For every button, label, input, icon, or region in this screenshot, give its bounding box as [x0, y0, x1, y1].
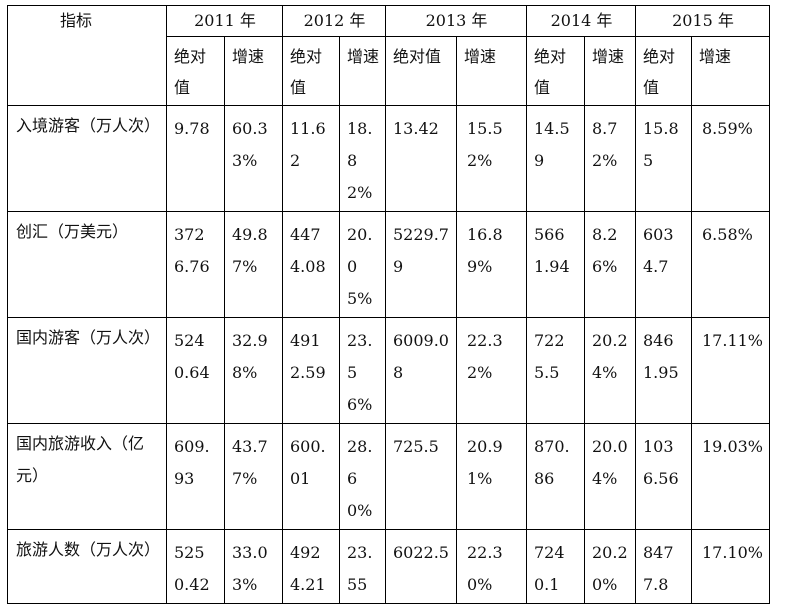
growth-rate-cell: 20.20% [584, 529, 636, 604]
table-row: 入境游客（万人次） 9.78 60.33% 11.62 18.82% 13.42… [7, 105, 770, 212]
absolute-value-cell: 8461.95 [635, 317, 692, 424]
absolute-value-cell: 15.85 [635, 105, 692, 212]
absolute-value-cell: 6034.7 [635, 211, 692, 318]
absolute-value-cell: 11.62 [282, 105, 340, 212]
growth-rate-cell: 8.26% [584, 211, 636, 318]
absolute-value-cell: 4924.21 [282, 529, 340, 604]
absolute-value-cell: 4474.08 [282, 211, 340, 318]
absolute-value-cell: 870.86 [526, 423, 585, 530]
row-label: 旅游人数（万人次） [7, 529, 167, 604]
year-header: 2015 年 [635, 5, 770, 37]
absolute-value-cell: 609.93 [166, 423, 225, 530]
absolute-value-cell: 7240.1 [526, 529, 585, 604]
absolute-value-header: 绝对值 [635, 36, 692, 106]
growth-rate-cell: 32.98% [224, 317, 283, 424]
growth-rate-header: 增速 [584, 36, 636, 106]
absolute-value-header: 绝对值 [526, 36, 585, 106]
indicator-header: 指标 [7, 5, 167, 106]
growth-rate-cell: 22.32% [456, 317, 527, 424]
absolute-value-cell: 9.78 [166, 105, 225, 212]
year-header: 2013 年 [385, 5, 527, 37]
growth-rate-cell: 20.91% [456, 423, 527, 530]
table-row: 国内游客（万人次） 5240.64 32.98% 4912.59 23.56% … [7, 317, 770, 424]
growth-rate-cell: 18.82% [339, 105, 386, 212]
absolute-value-header: 绝对值 [385, 36, 457, 106]
absolute-value-cell: 13.42 [385, 105, 457, 212]
growth-rate-cell: 20.04% [584, 423, 636, 530]
growth-rate-cell: 6.58% [691, 211, 770, 318]
growth-rate-header: 增速 [456, 36, 527, 106]
year-header: 2012 年 [282, 5, 386, 37]
row-label: 入境游客（万人次） [7, 105, 167, 212]
absolute-value-cell: 8477.8 [635, 529, 692, 604]
absolute-value-cell: 5229.79 [385, 211, 457, 318]
absolute-value-cell: 4912.59 [282, 317, 340, 424]
absolute-value-cell: 725.5 [385, 423, 457, 530]
row-label: 国内游客（万人次） [7, 317, 167, 424]
growth-rate-cell: 17.10% [691, 529, 770, 604]
growth-rate-cell: 8.72% [584, 105, 636, 212]
table-row: 旅游人数（万人次） 5250.42 33.03% 4924.21 23.55 6… [7, 529, 770, 604]
table-row: 创汇（万美元） 3726.76 49.87% 4474.08 20.05% 52… [7, 211, 770, 318]
growth-rate-cell: 15.52% [456, 105, 527, 212]
absolute-value-header: 绝对值 [166, 36, 225, 106]
growth-rate-cell: 43.77% [224, 423, 283, 530]
growth-rate-cell: 19.03% [691, 423, 770, 530]
absolute-value-header: 绝对值 [282, 36, 340, 106]
year-header: 2014 年 [526, 5, 636, 37]
growth-rate-header: 增速 [691, 36, 770, 106]
growth-rate-cell: 23.55 [339, 529, 386, 604]
absolute-value-cell: 14.59 [526, 105, 585, 212]
absolute-value-cell: 6022.5 [385, 529, 457, 604]
tourism-statistics-table: 指标 2011 年 2012 年 2013 年 2014 年 2015 年 绝对… [7, 5, 770, 604]
absolute-value-cell: 5240.64 [166, 317, 225, 424]
row-label: 国内旅游收入（亿元） [7, 423, 167, 530]
absolute-value-cell: 1036.56 [635, 423, 692, 530]
growth-rate-cell: 20.05% [339, 211, 386, 318]
growth-rate-cell: 22.30% [456, 529, 527, 604]
growth-rate-cell: 28.60% [339, 423, 386, 530]
absolute-value-cell: 5661.94 [526, 211, 585, 318]
absolute-value-cell: 5250.42 [166, 529, 225, 604]
growth-rate-cell: 60.33% [224, 105, 283, 212]
row-label: 创汇（万美元） [7, 211, 167, 318]
growth-rate-cell: 23.56% [339, 317, 386, 424]
growth-rate-cell: 49.87% [224, 211, 283, 318]
growth-rate-header: 增速 [339, 36, 386, 106]
growth-rate-cell: 17.11% [691, 317, 770, 424]
absolute-value-cell: 600.01 [282, 423, 340, 530]
growth-rate-cell: 8.59% [691, 105, 770, 212]
year-header: 2011 年 [166, 5, 283, 37]
growth-rate-header: 增速 [224, 36, 283, 106]
table-row: 国内旅游收入（亿元） 609.93 43.77% 600.01 28.60% 7… [7, 423, 770, 530]
absolute-value-cell: 6009.08 [385, 317, 457, 424]
growth-rate-cell: 33.03% [224, 529, 283, 604]
absolute-value-cell: 7225.5 [526, 317, 585, 424]
absolute-value-cell: 3726.76 [166, 211, 225, 318]
growth-rate-cell: 16.89% [456, 211, 527, 318]
growth-rate-cell: 20.24% [584, 317, 636, 424]
